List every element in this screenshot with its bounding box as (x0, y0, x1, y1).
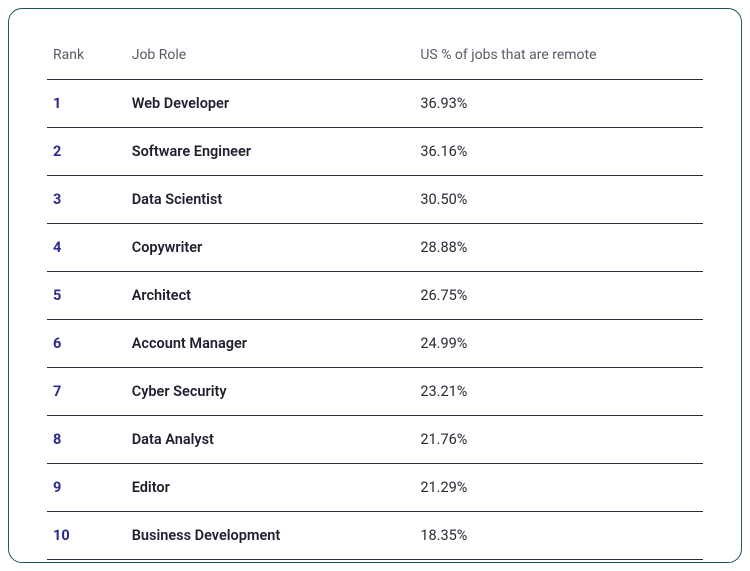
cell-pct: 24.99% (414, 320, 703, 368)
cell-role: Architect (126, 272, 415, 320)
cell-role: Business Development (126, 512, 415, 560)
cell-pct: 36.16% (414, 128, 703, 176)
cell-role: Cyber Security (126, 368, 415, 416)
cell-rank: 9 (47, 464, 126, 512)
cell-role: Account Manager (126, 320, 415, 368)
cell-pct: 26.75% (414, 272, 703, 320)
cell-rank: 8 (47, 416, 126, 464)
remote-jobs-table: Rank Job Role US % of jobs that are remo… (47, 37, 703, 560)
cell-role: Editor (126, 464, 415, 512)
table-row: 5 Architect 26.75% (47, 272, 703, 320)
cell-rank: 1 (47, 80, 126, 128)
cell-role: Software Engineer (126, 128, 415, 176)
cell-rank: 7 (47, 368, 126, 416)
col-header-rank: Rank (47, 37, 126, 80)
cell-role: Data Scientist (126, 176, 415, 224)
cell-rank: 5 (47, 272, 126, 320)
table-card: Rank Job Role US % of jobs that are remo… (8, 8, 742, 563)
cell-pct: 18.35% (414, 512, 703, 560)
table-row: 2 Software Engineer 36.16% (47, 128, 703, 176)
table-header-row: Rank Job Role US % of jobs that are remo… (47, 37, 703, 80)
cell-pct: 23.21% (414, 368, 703, 416)
cell-rank: 10 (47, 512, 126, 560)
table-row: 9 Editor 21.29% (47, 464, 703, 512)
table-row: 7 Cyber Security 23.21% (47, 368, 703, 416)
cell-rank: 3 (47, 176, 126, 224)
cell-role: Data Analyst (126, 416, 415, 464)
table-row: 8 Data Analyst 21.76% (47, 416, 703, 464)
col-header-role: Job Role (126, 37, 415, 80)
cell-pct: 28.88% (414, 224, 703, 272)
cell-role: Copywriter (126, 224, 415, 272)
col-header-pct: US % of jobs that are remote (414, 37, 703, 80)
cell-pct: 36.93% (414, 80, 703, 128)
table-row: 3 Data Scientist 30.50% (47, 176, 703, 224)
table-row: 1 Web Developer 36.93% (47, 80, 703, 128)
cell-pct: 30.50% (414, 176, 703, 224)
table-row: 6 Account Manager 24.99% (47, 320, 703, 368)
cell-rank: 6 (47, 320, 126, 368)
table-row: 4 Copywriter 28.88% (47, 224, 703, 272)
cell-rank: 4 (47, 224, 126, 272)
cell-rank: 2 (47, 128, 126, 176)
cell-pct: 21.29% (414, 464, 703, 512)
cell-pct: 21.76% (414, 416, 703, 464)
cell-role: Web Developer (126, 80, 415, 128)
table-row: 10 Business Development 18.35% (47, 512, 703, 560)
